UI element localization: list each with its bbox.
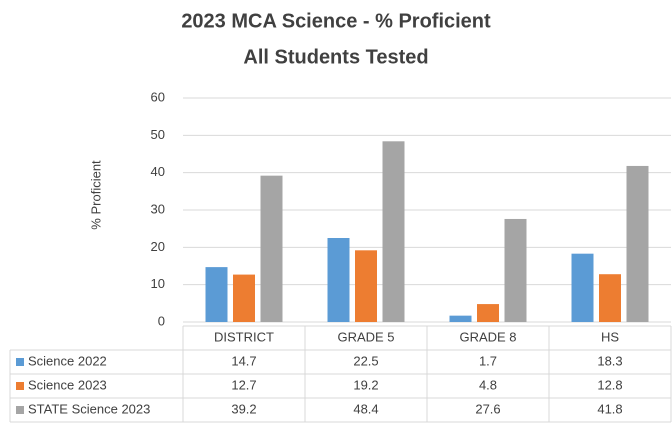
chart-subtitle: All Students Tested [243, 46, 428, 68]
bar [205, 267, 228, 322]
data-label: 27.6 [475, 401, 500, 416]
chart-title: 2023 MCA Science - % Proficient [181, 10, 491, 32]
y-tick-label: 40 [151, 164, 165, 179]
data-label: 48.4 [353, 401, 378, 416]
x-tick-label: GRADE 8 [459, 329, 516, 344]
legend-swatch [16, 406, 24, 414]
x-tick-label: DISTRICT [214, 329, 274, 344]
bar [355, 250, 377, 322]
bar [626, 165, 649, 322]
data-label: 4.8 [479, 377, 497, 392]
data-label: 14.7 [231, 353, 256, 368]
legend-swatch [16, 358, 24, 366]
legend-label: Science 2023 [28, 377, 107, 392]
data-label: 1.7 [479, 353, 497, 368]
bar [233, 274, 255, 322]
y-tick-label: 60 [151, 89, 165, 104]
y-tick-label: 20 [151, 239, 165, 254]
bar [382, 141, 405, 322]
data-label: 18.3 [597, 353, 622, 368]
bar [599, 274, 621, 322]
y-tick-label: 30 [151, 201, 165, 216]
data-label: 19.2 [353, 377, 378, 392]
x-tick-label: GRADE 5 [337, 329, 394, 344]
legend-swatch [16, 382, 24, 390]
legend-label: STATE Science 2023 [28, 401, 150, 416]
legend-label: Science 2022 [28, 353, 107, 368]
y-axis-title: % Proficient [88, 160, 103, 230]
y-tick-label: 10 [151, 276, 165, 291]
data-label: 22.5 [353, 353, 378, 368]
bar [504, 218, 527, 322]
bar [571, 253, 594, 322]
data-label: 41.8 [597, 401, 622, 416]
bar [327, 238, 350, 322]
bar [449, 315, 472, 322]
x-tick-label: HS [601, 329, 619, 344]
y-tick-label: 0 [158, 313, 165, 328]
data-label: 12.8 [597, 377, 622, 392]
bar [477, 304, 499, 322]
data-label: 12.7 [231, 377, 256, 392]
y-tick-label: 50 [151, 127, 165, 142]
data-label: 39.2 [231, 401, 256, 416]
bar [260, 175, 283, 322]
